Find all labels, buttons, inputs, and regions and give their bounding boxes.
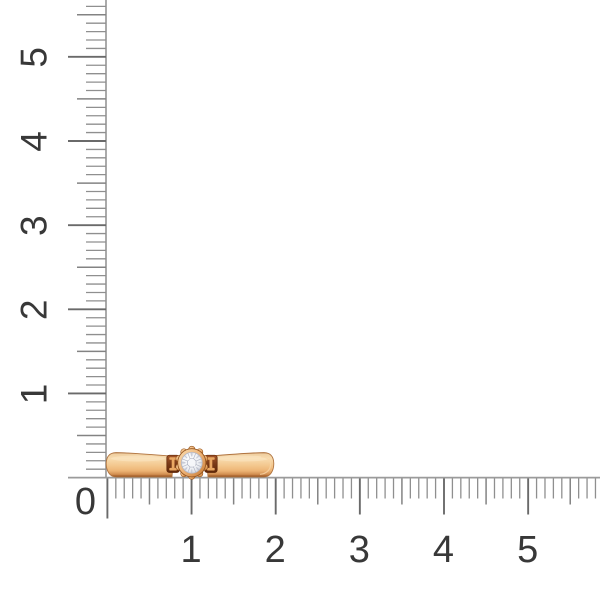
h-ruler-label-4: 4 — [433, 529, 455, 571]
connector-i-stem — [209, 458, 213, 470]
h-ruler-label-2: 2 — [265, 529, 287, 571]
vertical-ruler-ticks — [68, 5, 106, 470]
origin-zero-label: 0 — [75, 481, 97, 523]
v-ruler-label-1: 1 — [14, 383, 55, 405]
diamond-facet-line — [195, 458, 202, 462]
diamond-facet-line — [184, 455, 188, 459]
h-ruler-label-3: 3 — [349, 529, 371, 571]
diamond-sparkle — [193, 465, 196, 467]
band-right-highlight — [215, 455, 269, 462]
band-left-highlight — [111, 455, 165, 462]
connector-i-bottom — [169, 467, 177, 471]
connector-i-top — [207, 457, 215, 460]
horizontal-ruler-ticks — [106, 478, 597, 519]
v-ruler-label-4: 4 — [14, 130, 55, 152]
gold-ring — [105, 445, 275, 480]
connector-i-top — [169, 457, 177, 460]
h-ruler-label-1: 1 — [180, 529, 202, 571]
diamond-facet-line — [193, 466, 196, 473]
band-right-end-contour — [259, 456, 272, 475]
diamond-sparkle — [187, 457, 190, 460]
v-ruler-label-2: 2 — [14, 299, 55, 321]
connector-i-bottom — [207, 467, 215, 471]
diamond-facet-line — [196, 455, 200, 459]
diamond-facet-line — [196, 467, 200, 471]
ring-center-setting — [175, 445, 209, 480]
diamond-facet-line — [187, 466, 191, 473]
horizontal-ruler-labels: 1 2 3 4 5 — [180, 529, 539, 571]
diamond-facet-line — [193, 453, 196, 459]
diamond-facet-line — [182, 458, 188, 462]
diamond-facet-line — [187, 453, 191, 459]
v-ruler-label-5: 5 — [14, 46, 55, 68]
diamond-facet-line — [195, 464, 202, 467]
diamond-facet-line — [182, 464, 188, 467]
diamond-facet-line — [184, 467, 188, 471]
diamond-facets — [181, 452, 202, 473]
vertical-ruler-labels: 1 2 3 4 5 — [14, 46, 55, 404]
v-ruler-label-3: 3 — [14, 214, 55, 236]
h-ruler-label-5: 5 — [517, 529, 539, 571]
connector-i-stem — [171, 458, 175, 470]
